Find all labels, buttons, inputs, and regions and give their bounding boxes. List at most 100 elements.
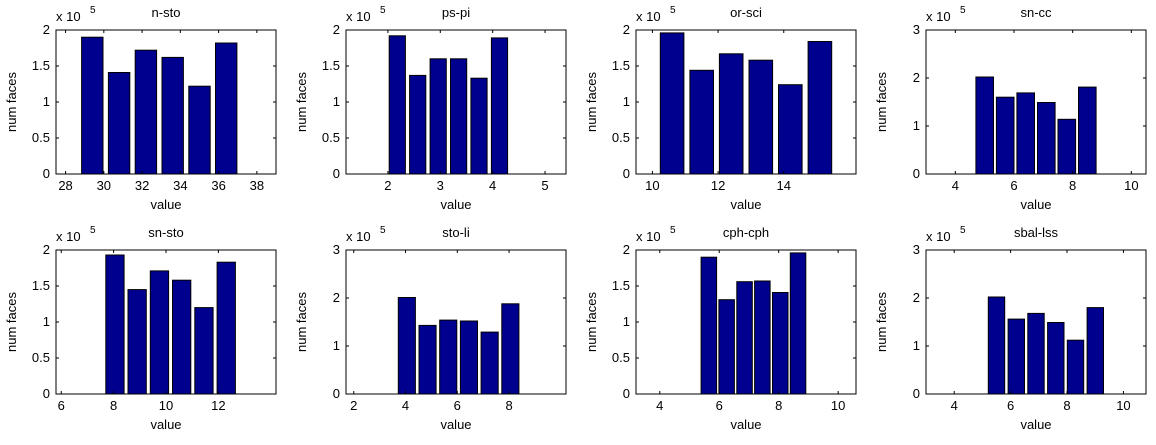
x-axis-label: value [730, 417, 761, 432]
y-tick-label: 1.5 [32, 278, 50, 293]
x-tick-label: 10 [645, 178, 659, 193]
x-axis-label: value [1020, 417, 1051, 432]
subplot-title: sbal-lss [1014, 225, 1059, 240]
bar [995, 96, 1015, 175]
y-tick-label: 0.5 [32, 350, 50, 365]
y-axis-label: num faces [874, 292, 889, 352]
x-tick-label: 6 [454, 398, 461, 413]
bar [700, 256, 718, 395]
y-tick-label: 1.5 [612, 278, 630, 293]
bar [807, 41, 833, 175]
y-tick-label: 0.5 [612, 130, 630, 145]
y-tick-label: 3 [333, 242, 340, 257]
y-axis-label: num faces [294, 292, 309, 352]
x-tick-label: 4 [489, 178, 496, 193]
bar [659, 32, 685, 175]
bar [459, 320, 478, 395]
x-axis-label: value [1020, 197, 1051, 212]
x-tick-label: 10 [831, 398, 845, 413]
bar [1047, 322, 1065, 395]
bar [429, 58, 447, 175]
y-tick-label: 0.5 [612, 350, 630, 365]
y-multiplier-label: x 10 [346, 229, 371, 244]
y-tick-label: 2 [913, 290, 920, 305]
subplot-sn-cc: 4 6 8 10 0 1 2 3 sn-cc x 10 5 value num faces [874, 5, 1147, 212]
y-tick-label: 2 [333, 22, 340, 37]
subplot-n-sto: 28 30 32 34 36 38 0 0.5 1 1.5 2 n-sto x 10 5 value num … [4, 5, 277, 212]
bar [480, 331, 499, 395]
bar [388, 35, 406, 175]
y-tick-label: 1 [43, 314, 50, 329]
bar [1057, 118, 1077, 175]
x-tick-label: 12 [211, 398, 225, 413]
bar [161, 56, 184, 175]
y-multiplier-exponent: 5 [90, 225, 96, 236]
bar [81, 36, 104, 175]
subplot-sbal-lss: 4 6 8 10 0 1 2 3 sbal-lss x 10 5 value num faces [874, 225, 1147, 432]
x-tick-label: 12 [711, 178, 725, 193]
x-tick-label: 2 [350, 398, 357, 413]
x-tick-label: 8 [1063, 398, 1070, 413]
y-tick-label: 1 [623, 94, 630, 109]
bar [689, 69, 715, 175]
subplot-sn-sto: 6 8 10 12 0 0.5 1 1.5 2 sn-sto x 10 5 value num faces [4, 225, 277, 432]
x-tick-label: 38 [250, 178, 264, 193]
x-axis-label: value [730, 197, 761, 212]
y-tick-label: 1 [333, 338, 340, 353]
x-tick-label: 4 [656, 398, 663, 413]
x-tick-label: 3 [437, 178, 444, 193]
bar [987, 296, 1006, 395]
y-tick-label: 0.5 [322, 130, 340, 145]
bar [1016, 92, 1036, 175]
x-tick-label: 8 [505, 398, 512, 413]
y-tick-label: 1 [43, 94, 50, 109]
x-axis-label: value [150, 417, 181, 432]
bar [470, 77, 488, 175]
bar [107, 72, 131, 175]
bar [149, 270, 170, 395]
y-axis-label: num faces [584, 292, 599, 352]
y-multiplier-label: x 10 [926, 229, 951, 244]
subplot-title: n-sto [152, 5, 181, 20]
bar [736, 281, 753, 395]
y-tick-label: 1.5 [612, 58, 630, 73]
y-multiplier-label: x 10 [56, 9, 81, 24]
y-multiplier-label: x 10 [636, 229, 661, 244]
bar [172, 279, 192, 395]
x-tick-label: 8 [110, 398, 117, 413]
y-tick-label: 2 [623, 242, 630, 257]
bar [397, 297, 416, 395]
x-axis-label: value [440, 417, 471, 432]
x-tick-label: 6 [58, 398, 65, 413]
y-multiplier-exponent: 5 [960, 225, 966, 236]
bar [975, 76, 995, 175]
bar [490, 37, 509, 175]
x-tick-label: 6 [1007, 398, 1014, 413]
x-tick-label: 10 [1116, 398, 1130, 413]
bar [216, 261, 236, 395]
bar [778, 84, 803, 175]
y-multiplier-exponent: 5 [380, 225, 386, 236]
bar [439, 319, 458, 395]
subplot-title: sn-cc [1020, 5, 1052, 20]
x-tick-label: 5 [541, 178, 548, 193]
bar [1066, 339, 1085, 395]
y-tick-label: 0 [913, 166, 920, 181]
subplot-sto-li: 2 4 6 8 0 1 2 3 sto-li x 10 5 value num faces [294, 225, 567, 432]
x-tick-label: 30 [97, 178, 111, 193]
bar [1078, 86, 1097, 175]
y-tick-label: 3 [913, 22, 920, 37]
subplot-or-sci: 10 12 14 0 0.5 1 1.5 2 or-sci x 10 5 value num faces [584, 5, 857, 212]
subplot-cph-cph: 4 6 8 10 0 0.5 1 1.5 2 cph-cph x 10 5 value num faces [584, 225, 857, 432]
y-multiplier-exponent: 5 [90, 5, 96, 16]
bar [409, 74, 427, 175]
y-multiplier-label: x 10 [346, 9, 371, 24]
bar [188, 85, 211, 175]
x-tick-label: 36 [211, 178, 225, 193]
y-tick-label: 1 [913, 118, 920, 133]
bar [789, 252, 807, 395]
y-multiplier-exponent: 5 [670, 5, 676, 16]
x-tick-label: 4 [952, 178, 959, 193]
bar [718, 53, 744, 175]
